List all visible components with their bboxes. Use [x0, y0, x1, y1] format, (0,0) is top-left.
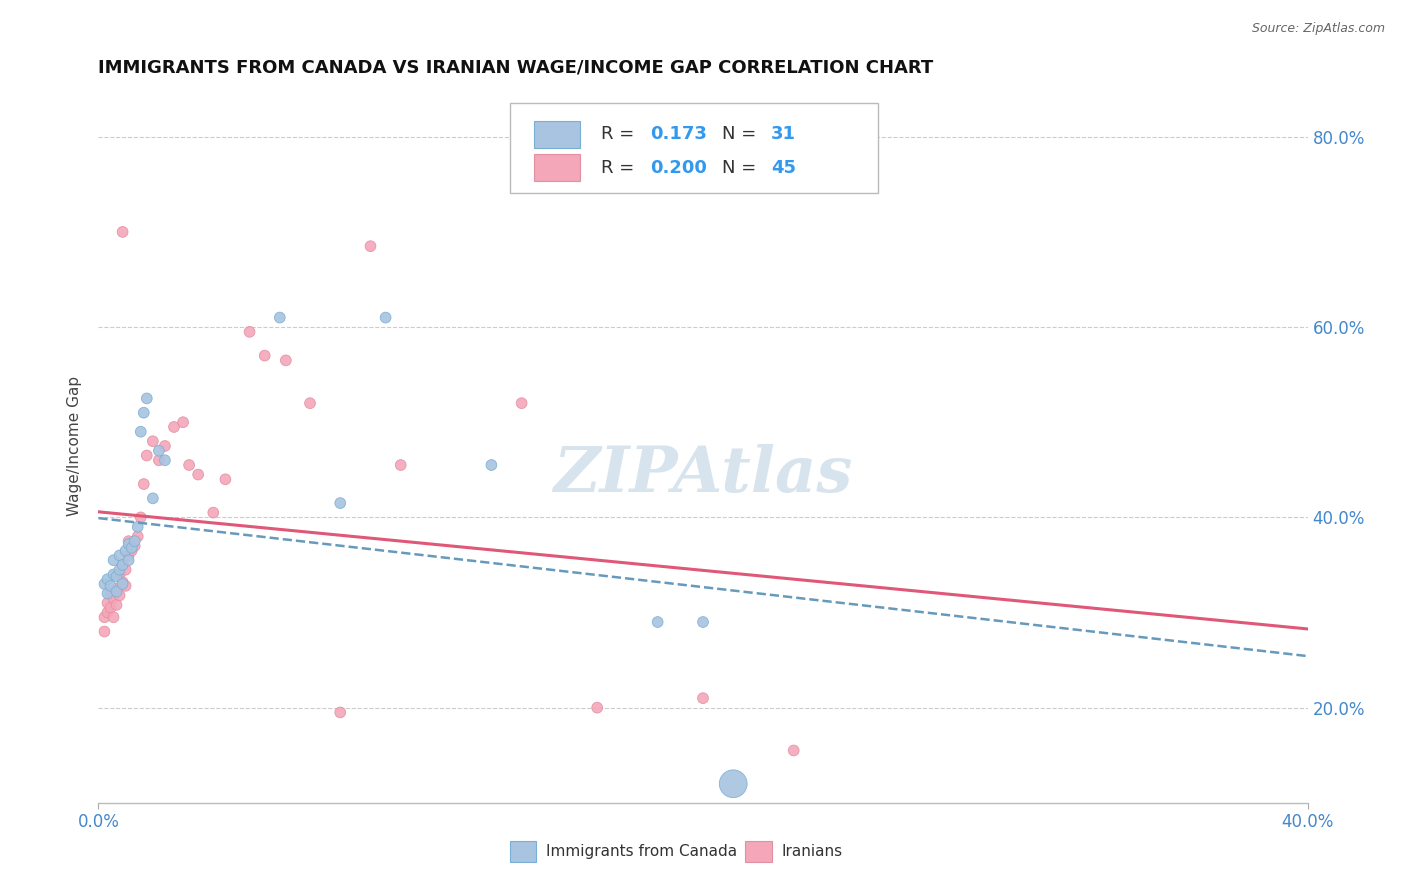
FancyBboxPatch shape — [534, 154, 579, 181]
Point — [127, 529, 149, 543]
Text: 0.173: 0.173 — [650, 125, 707, 143]
Point — [105, 598, 128, 612]
Y-axis label: Wage/Income Gap: Wage/Income Gap — [67, 376, 83, 516]
Point — [103, 567, 125, 582]
Text: 31: 31 — [770, 125, 796, 143]
Point — [118, 537, 141, 551]
Point — [111, 225, 134, 239]
Point — [172, 415, 194, 429]
Point — [148, 453, 170, 467]
Point — [121, 541, 143, 555]
Point — [103, 610, 125, 624]
Point — [142, 434, 165, 449]
Point — [96, 606, 118, 620]
Point — [127, 520, 149, 534]
Point — [118, 549, 141, 563]
Point — [105, 569, 128, 583]
Point — [360, 239, 382, 253]
Text: Immigrants from Canada: Immigrants from Canada — [546, 844, 737, 859]
Text: N =: N = — [723, 125, 762, 143]
Point — [118, 553, 141, 567]
Point — [723, 777, 745, 791]
Point — [103, 591, 125, 606]
Point — [100, 579, 122, 593]
Point — [108, 563, 131, 577]
Point — [105, 582, 128, 596]
Point — [111, 577, 134, 591]
Point — [111, 575, 134, 590]
Point — [692, 691, 714, 706]
Point — [153, 439, 176, 453]
Point — [111, 558, 134, 572]
Point — [239, 325, 262, 339]
Point — [299, 396, 322, 410]
Point — [105, 584, 128, 599]
Point — [647, 615, 669, 629]
Point — [153, 453, 176, 467]
Point — [253, 349, 276, 363]
Point — [96, 572, 118, 586]
Point — [129, 510, 152, 524]
Point — [93, 624, 115, 639]
Point — [118, 534, 141, 549]
Point — [142, 491, 165, 506]
Text: R =: R = — [602, 125, 640, 143]
Point — [135, 392, 157, 406]
Text: 0.200: 0.200 — [650, 159, 707, 177]
Text: IMMIGRANTS FROM CANADA VS IRANIAN WAGE/INCOME GAP CORRELATION CHART: IMMIGRANTS FROM CANADA VS IRANIAN WAGE/I… — [98, 59, 934, 77]
Point — [389, 458, 412, 472]
Point — [132, 406, 155, 420]
Point — [163, 420, 186, 434]
Point — [179, 458, 201, 472]
Point — [586, 700, 609, 714]
Point — [103, 553, 125, 567]
Point — [100, 600, 122, 615]
Point — [374, 310, 396, 325]
FancyBboxPatch shape — [509, 103, 879, 193]
Point — [93, 577, 115, 591]
Point — [100, 586, 122, 600]
Point — [114, 579, 136, 593]
Point — [692, 615, 714, 629]
Point — [108, 549, 131, 563]
Text: Iranians: Iranians — [782, 844, 842, 859]
Point — [481, 458, 503, 472]
Point — [329, 706, 352, 720]
Point — [96, 586, 118, 600]
FancyBboxPatch shape — [745, 840, 772, 862]
Point — [269, 310, 291, 325]
Point — [135, 449, 157, 463]
Point — [93, 610, 115, 624]
Text: R =: R = — [602, 159, 640, 177]
Point — [96, 596, 118, 610]
Point — [114, 563, 136, 577]
Text: ZIPAtlas: ZIPAtlas — [554, 444, 852, 505]
Point — [187, 467, 209, 482]
Point — [124, 534, 146, 549]
Text: N =: N = — [723, 159, 762, 177]
Point — [148, 443, 170, 458]
Point — [329, 496, 352, 510]
Point — [783, 743, 806, 757]
Point — [108, 567, 131, 582]
Point — [214, 472, 236, 486]
Point — [108, 588, 131, 602]
Point — [114, 543, 136, 558]
Point — [202, 506, 225, 520]
Point — [510, 396, 533, 410]
FancyBboxPatch shape — [534, 120, 579, 148]
FancyBboxPatch shape — [509, 840, 536, 862]
Point — [129, 425, 152, 439]
Point — [274, 353, 297, 368]
Text: 45: 45 — [770, 159, 796, 177]
Point — [124, 539, 146, 553]
Point — [121, 543, 143, 558]
Point — [111, 558, 134, 572]
Text: Source: ZipAtlas.com: Source: ZipAtlas.com — [1251, 22, 1385, 36]
Point — [132, 477, 155, 491]
